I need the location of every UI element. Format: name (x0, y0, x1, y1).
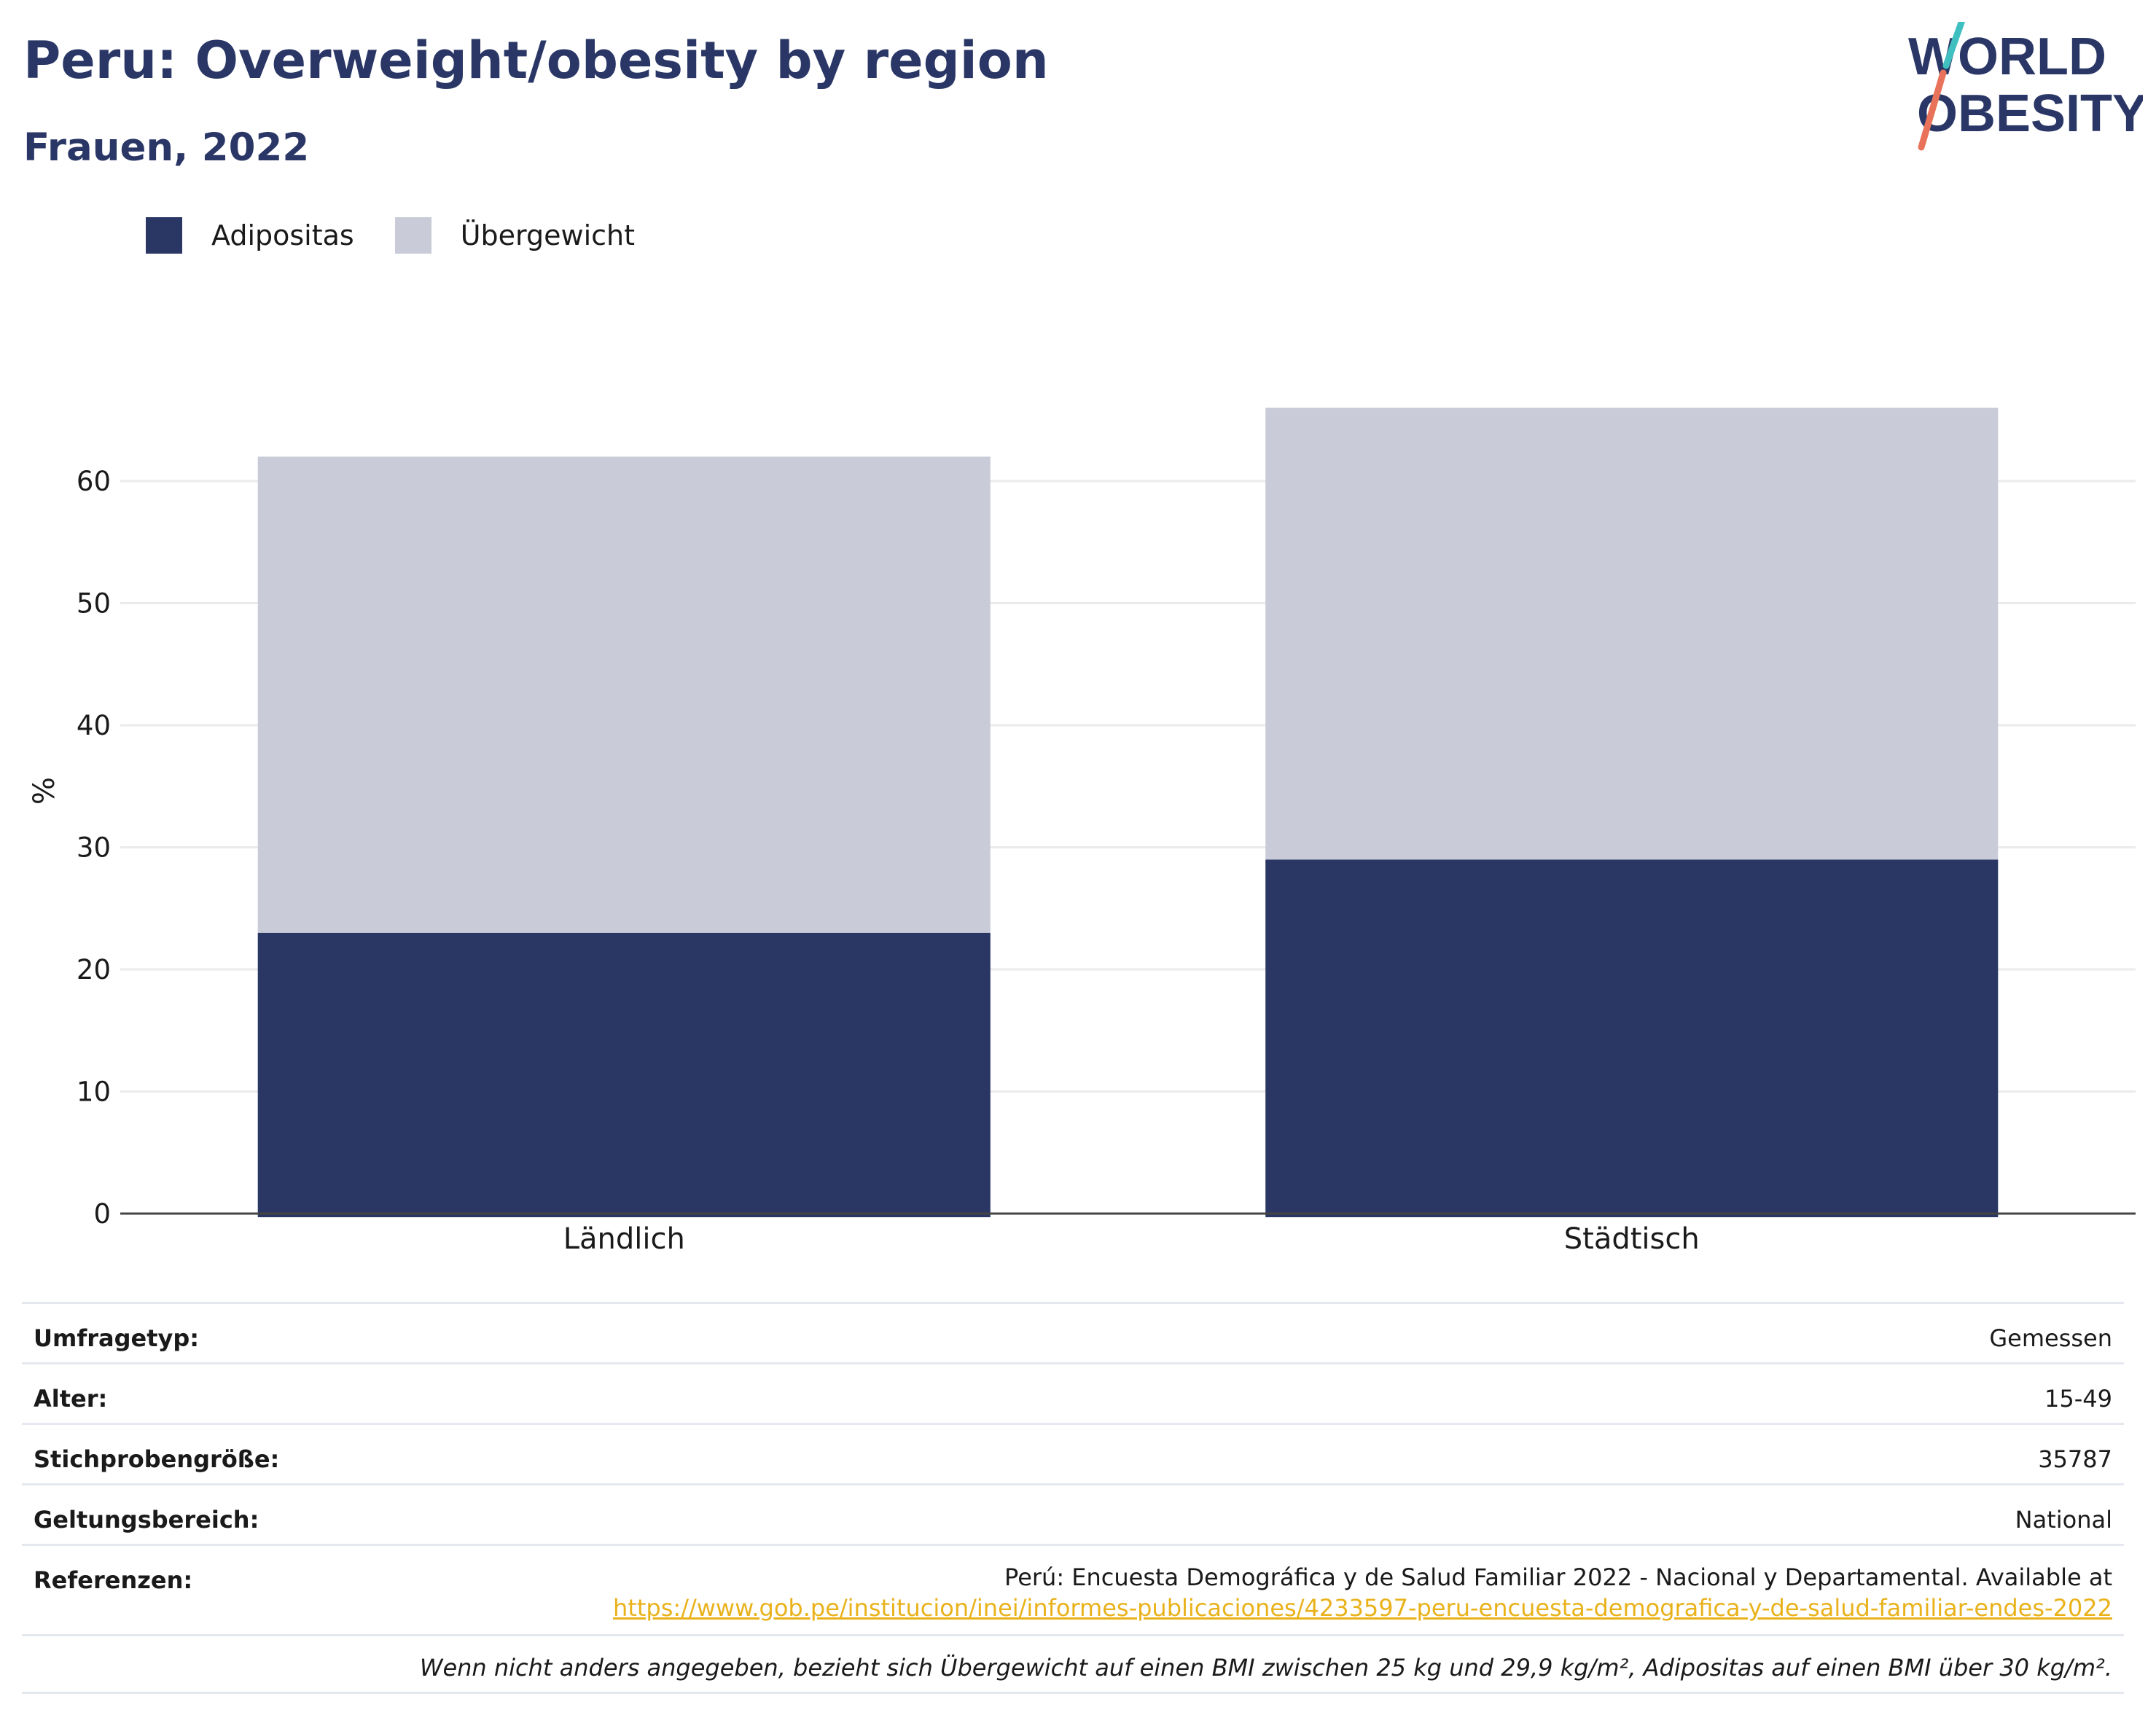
legend-swatch (146, 217, 182, 254)
y-tick-label: 50 (77, 588, 111, 620)
info-key: Referenzen: (34, 1566, 193, 1594)
y-tick-label: 40 (77, 710, 111, 741)
info-row-references: Referenzen: Perú: Encuesta Demográfica y… (22, 1544, 2124, 1634)
bar--bergewicht-1 (257, 456, 991, 933)
info-key: Umfragetyp: (34, 1324, 200, 1352)
y-tick-label: 20 (77, 954, 111, 985)
bar-adipositas-1 (257, 932, 991, 1217)
legend-swatch (394, 217, 431, 254)
info-row-survey-type: Umfragetyp: Gemessen (22, 1302, 2124, 1362)
bar--bergewicht-2 (1265, 407, 1999, 860)
info-table: Umfragetyp: Gemessen Alter: 15-49 Stichp… (22, 1302, 2124, 1694)
x-tick-label: Ländlich (563, 1222, 685, 1256)
definition-footnote: Wenn nicht anders angegeben, bezieht sic… (22, 1634, 2124, 1694)
bar-chart: 0 10 20 30 40 50 60% Ländlich Städtisch (28, 407, 2136, 1256)
references-text: Perú: Encuesta Demográfica y de Salud Fa… (1004, 1563, 2112, 1591)
legend-item-uebergewicht[interactable]: Übergewicht (394, 217, 635, 254)
chart-title: Peru: Overweight/obesity by region (23, 31, 1049, 90)
info-key: Stichprobengröße: (34, 1445, 280, 1473)
y-tick-label: 60 (77, 466, 111, 497)
info-value: 15-49 (2044, 1385, 2112, 1413)
info-row-age: Alter: 15-49 (22, 1362, 2124, 1423)
references-value: Perú: Encuesta Demográfica y de Salud Fa… (613, 1562, 2112, 1623)
y-axis-label: % (28, 777, 61, 805)
info-value: 35787 (2038, 1445, 2112, 1473)
legend-label: Übergewicht (460, 219, 635, 251)
references-link[interactable]: https://www.gob.pe/institucion/inei/info… (613, 1594, 2112, 1622)
y-tick-label: 10 (77, 1077, 111, 1108)
info-row-sample-size: Stichprobengröße: 35787 (22, 1423, 2124, 1483)
info-row-scope: Geltungsbereich: National (22, 1483, 2124, 1544)
info-value: National (2015, 1506, 2112, 1534)
y-tick-label: 30 (77, 832, 111, 864)
chart-subtitle: Frauen, 2022 (23, 125, 310, 170)
legend-item-adipositas[interactable]: Adipositas (146, 217, 354, 254)
info-key: Alter: (34, 1385, 108, 1413)
bar-adipositas-2 (1265, 859, 1999, 1217)
chart-legend: Adipositas Übergewicht (146, 216, 676, 255)
x-tick-label: Städtisch (1564, 1222, 1700, 1256)
legend-label: Adipositas (211, 219, 354, 251)
info-key: Geltungsbereich: (34, 1506, 259, 1534)
logo-line1: WORLD (1908, 28, 2106, 86)
y-tick-label: 0 (93, 1198, 111, 1230)
info-value: Gemessen (1989, 1324, 2112, 1352)
world-obesity-logo: WORLD OBESITY (1908, 22, 2143, 151)
logo-line2: OBESITY (1917, 85, 2143, 143)
